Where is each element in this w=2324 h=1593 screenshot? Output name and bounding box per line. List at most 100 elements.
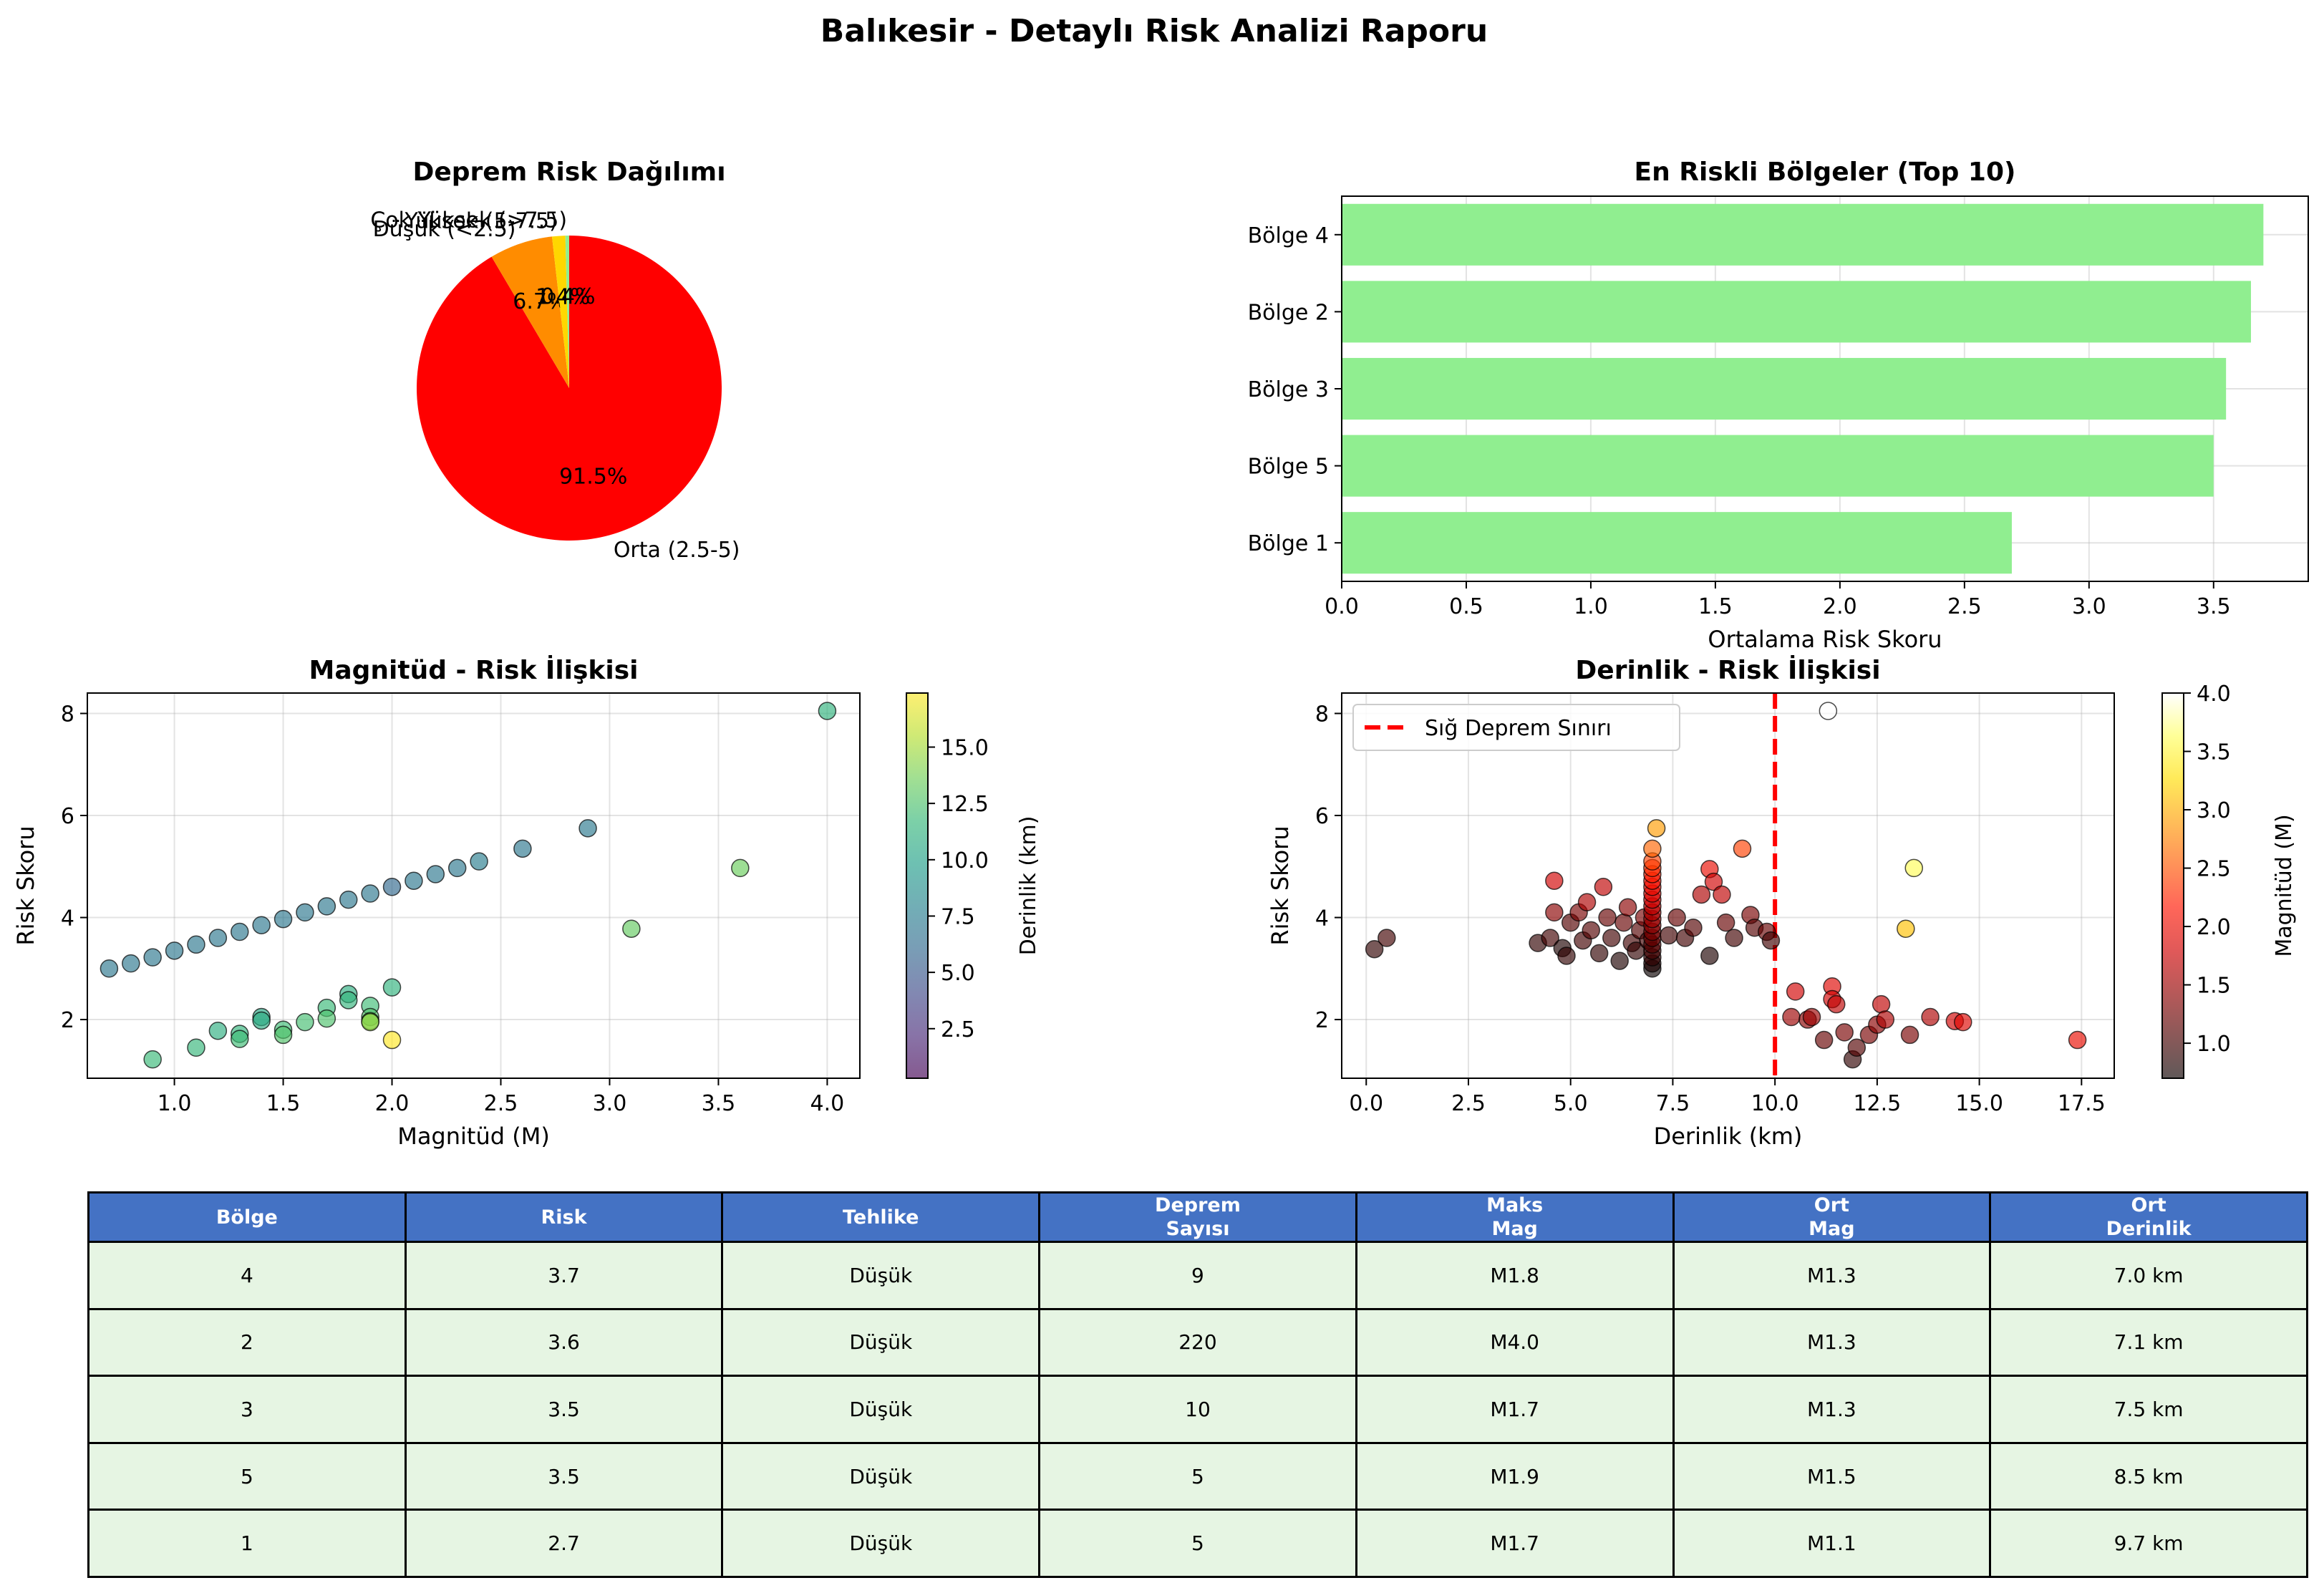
scatter-point	[1594, 878, 1613, 896]
colorbar	[906, 692, 929, 1079]
table-header-text: Derinlik	[2106, 1218, 2192, 1240]
table-cell: 10	[1038, 1375, 1357, 1444]
colorbar-tick-label: 7.5	[941, 904, 975, 929]
scatter-point	[426, 865, 445, 883]
table-cell: 2	[87, 1307, 407, 1377]
scatter-point	[470, 852, 488, 871]
scatter-point	[382, 878, 402, 896]
scatter-point	[317, 897, 337, 916]
scatter-point	[1827, 994, 1846, 1014]
bar	[1342, 512, 2012, 574]
table-cell: M1.1	[1672, 1509, 1992, 1578]
bar	[1342, 281, 2251, 343]
table-header-cell: Ort Mag	[1672, 1191, 1992, 1243]
pie-slice	[551, 236, 569, 388]
scatter-xtick-label: 1.5	[266, 1091, 301, 1116]
scatter-point	[405, 871, 423, 890]
colorbar-tick-label: 10.0	[941, 848, 989, 873]
table-cell: M1.7	[1355, 1509, 1675, 1578]
scatter-xlabel: Magnitüd (M)	[397, 1123, 550, 1150]
pie-title: Deprem Risk Dağılımı	[412, 158, 725, 187]
scatter-point	[2068, 1030, 2087, 1050]
bar	[1342, 203, 2264, 266]
table-cell: 8.5 km	[1989, 1441, 2308, 1511]
scatter-point	[361, 884, 379, 903]
scatter-ytick-label: 4	[61, 906, 74, 931]
scatter-point	[1954, 1012, 1972, 1032]
scatter-point	[1545, 871, 1564, 890]
scatter-ytick-label: 2	[61, 1008, 74, 1033]
table-cell: M1.5	[1672, 1441, 1992, 1511]
colorbar-tick-label: 2.5	[941, 1017, 975, 1042]
scatter-xtick-label: 17.5	[2058, 1091, 2106, 1116]
scatter-point	[208, 1021, 228, 1040]
bar-axes-frame	[1341, 195, 2309, 582]
scatter-point	[1541, 929, 1559, 947]
bar-category-label: Bölge 4	[1248, 223, 1329, 248]
scatter-point	[1704, 872, 1723, 891]
scatter-point	[208, 929, 228, 947]
table-cell: 3.6	[404, 1307, 724, 1377]
table-header-text: Sayısı	[1166, 1218, 1230, 1240]
summary-table: Bölge Risk Tehlike Deprem Sayısı Maks Mag Ort Ma…	[87, 1191, 2308, 1578]
scatter-ytick-label: 6	[61, 804, 74, 829]
scatter-point	[1582, 921, 1600, 940]
table-body: 4 3.7 Düşük 9 M1.8 M1.3 7.0 km 2 3.6 Düşük 220 M4.0…	[87, 1241, 2308, 1578]
table-cell: Düşük	[721, 1375, 1041, 1444]
colorbar-tick-label: 3.5	[2197, 740, 2231, 765]
scatter-point	[1761, 931, 1781, 950]
pie-label: Çok Yüksek (>7.5)	[370, 208, 567, 233]
scatter-point	[1602, 929, 1621, 947]
scatter-point	[1378, 929, 1396, 947]
pie-chart: Deprem Risk Dağılımı Orta (2.5-5) 91.5% Düş…	[370, 158, 740, 563]
scatter-point	[1819, 702, 1838, 720]
colorbar-tick-label: 3.0	[2197, 798, 2231, 823]
scatter-point	[1725, 929, 1743, 947]
scatter-ytick-label: 4	[1315, 906, 1329, 931]
scatter-point	[187, 935, 205, 954]
table-row: 5 3.5 Düşük 5 M1.9 M1.5 8.5 km	[87, 1441, 2308, 1511]
table-cell: Düşük	[721, 1509, 1041, 1578]
depth-risk-scatter: Derinlik - Risk İlişkisi 0.0 2.5 5.0 7.5 10.0…	[1267, 655, 2297, 1150]
table-row: 2 3.6 Düşük 220 M4.0 M1.3 7.1 km	[87, 1307, 2308, 1377]
table-cell: M1.7	[1355, 1375, 1675, 1444]
scatter-point	[1684, 919, 1703, 937]
pie-pct-label: 1.4%	[536, 285, 590, 310]
table-cell: 3.5	[404, 1375, 724, 1444]
bar-category-label: Bölge 1	[1248, 531, 1329, 556]
scatter-point	[578, 819, 597, 838]
bar	[1342, 357, 2227, 420]
scatter-xtick-label: 2.5	[1451, 1091, 1486, 1116]
scatter-point	[339, 991, 358, 1009]
colorbar-tick-label: 2.5	[2197, 857, 2231, 882]
table-header-cell: Ort Derinlik	[1989, 1191, 2308, 1243]
scatter-point	[1782, 1007, 1801, 1027]
pie-label: Orta (2.5-5)	[614, 538, 740, 563]
magnitude-risk-scatter: Magnitüd - Risk İlişkisi 1.0 1.5 2.0 2.5 3.0 3…	[12, 655, 1041, 1150]
table-cell: 3.5	[404, 1441, 724, 1511]
bar-xtick-label: 0.5	[1449, 594, 1483, 619]
bar-xtick-label: 3.5	[2197, 594, 2231, 619]
colorbar-label: Magnitüd (M)	[2272, 814, 2297, 957]
scatter-xtick-label: 0.0	[1349, 1091, 1383, 1116]
threshold-legend: Sığ Deprem Sınırı	[1352, 704, 1680, 751]
scatter-point	[1598, 908, 1617, 927]
table-header-text: Ort	[2131, 1194, 2166, 1216]
table-cell: Düşük	[721, 1441, 1041, 1511]
scatter-point	[1545, 903, 1564, 922]
scatter-ytick-label: 8	[1315, 702, 1329, 727]
scatter-point	[382, 1030, 402, 1050]
scatter-axes-frame	[87, 692, 861, 1079]
scatter-point	[1557, 946, 1576, 965]
table-cell: Düşük	[721, 1307, 1041, 1377]
bar-xtick-label: 0.0	[1325, 594, 1359, 619]
scatter-point	[273, 909, 293, 929]
table-cell: 7.0 km	[1989, 1241, 2308, 1310]
scatter-point	[1716, 913, 1735, 932]
scatter-point	[1713, 885, 1731, 904]
scatter-point	[1872, 994, 1891, 1014]
scatter-point	[1733, 839, 1752, 858]
table-cell: 1	[87, 1509, 407, 1578]
table-header-cell: Deprem Sayısı	[1038, 1191, 1357, 1243]
